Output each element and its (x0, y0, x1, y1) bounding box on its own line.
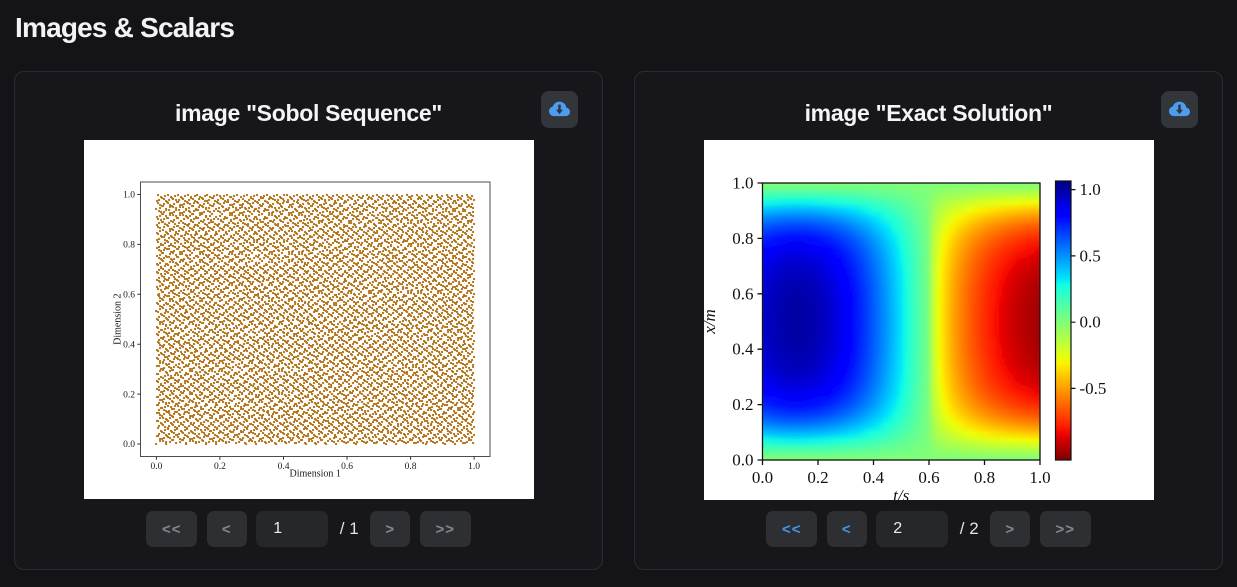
svg-text:1.0: 1.0 (123, 191, 135, 201)
svg-text:t/s: t/s (893, 486, 909, 500)
svg-text:0.5: 0.5 (1079, 246, 1100, 265)
svg-text:0.8: 0.8 (732, 229, 753, 248)
svg-text:0.6: 0.6 (123, 291, 135, 301)
svg-text:0.4: 0.4 (862, 468, 884, 487)
svg-text:0.2: 0.2 (123, 390, 135, 400)
svg-text:x/m: x/m (704, 309, 719, 335)
svg-text:0.8: 0.8 (973, 468, 994, 487)
svg-text:0.0: 0.0 (732, 451, 753, 470)
svg-text:0.6: 0.6 (918, 468, 939, 487)
svg-text:Dimension 1: Dimension 1 (289, 469, 340, 480)
svg-text:0.0: 0.0 (150, 462, 162, 472)
svg-text:0.2: 0.2 (807, 468, 828, 487)
svg-text:0.0: 0.0 (123, 440, 135, 450)
svg-text:0.8: 0.8 (123, 241, 135, 251)
svg-text:1.0: 1.0 (732, 174, 753, 193)
svg-text:-0.5: -0.5 (1079, 379, 1106, 398)
svg-text:0.2: 0.2 (213, 462, 225, 472)
svg-text:1.0: 1.0 (1029, 468, 1050, 487)
svg-text:0.0: 0.0 (751, 468, 772, 487)
svg-text:Dimension 2: Dimension 2 (112, 294, 123, 345)
svg-text:1.0: 1.0 (468, 462, 480, 472)
svg-text:0.4: 0.4 (277, 462, 289, 472)
svg-text:0.4: 0.4 (732, 340, 754, 359)
svg-text:0.0: 0.0 (1079, 313, 1100, 332)
svg-text:0.4: 0.4 (123, 340, 135, 350)
svg-text:0.2: 0.2 (732, 395, 753, 414)
svg-text:0.6: 0.6 (341, 462, 353, 472)
svg-text:0.8: 0.8 (404, 462, 416, 472)
svg-text:1.0: 1.0 (1079, 180, 1100, 199)
svg-text:0.6: 0.6 (732, 284, 753, 303)
